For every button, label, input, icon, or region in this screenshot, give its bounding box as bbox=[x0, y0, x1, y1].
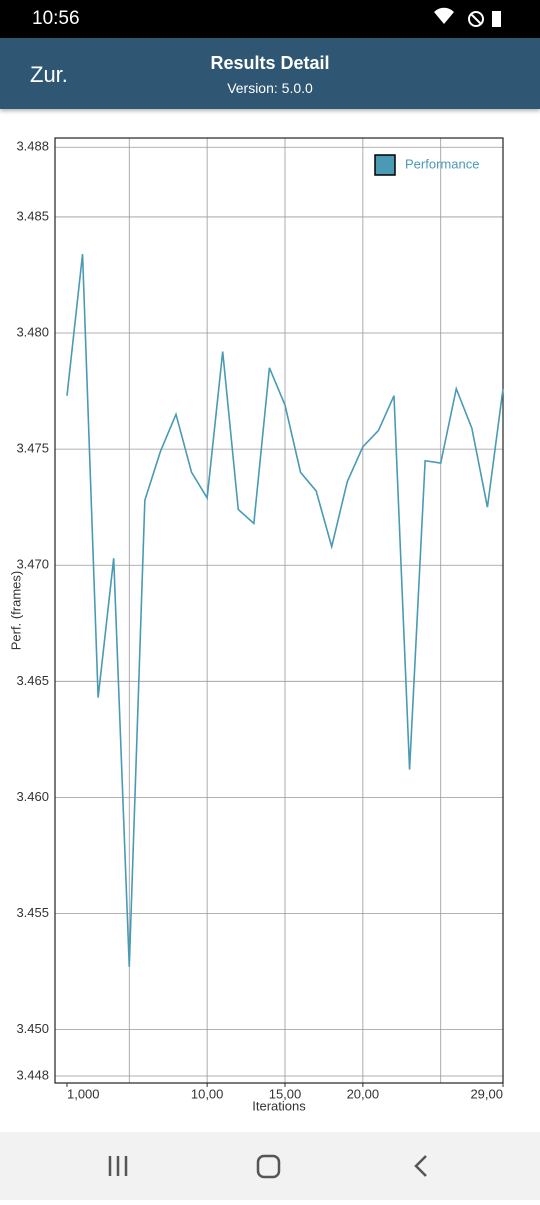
legend-swatch bbox=[374, 154, 396, 176]
y-tick-label: 3.470 bbox=[16, 557, 49, 572]
y-tick-label: 3.485 bbox=[16, 208, 49, 223]
title: Results Detail bbox=[210, 53, 330, 73]
x-axis-label: Iterations bbox=[252, 1098, 306, 1113]
chart: 3.448 3.450 3.455 3.460 3.465 3.470 3.475 3.480… bbox=[8, 137, 504, 1113]
back-button[interactable]: Zur. bbox=[30, 62, 68, 87]
x-tick-label: 10,00 bbox=[191, 1086, 224, 1101]
x-tick-label: 29,00 bbox=[470, 1086, 503, 1101]
y-tick-label: 3.488 bbox=[16, 139, 49, 154]
y-tick-label: 3.475 bbox=[16, 441, 49, 456]
data-line bbox=[66, 254, 504, 967]
nav-bar bbox=[0, 1132, 540, 1200]
nav-icons bbox=[108, 1154, 427, 1179]
status-bar: 10:56 bbox=[0, 0, 540, 38]
x-tick-label: 15,00 bbox=[269, 1086, 302, 1101]
status-icons bbox=[434, 7, 501, 27]
y-tick-label: 3.465 bbox=[16, 673, 49, 688]
legend-label: Performance bbox=[405, 156, 479, 171]
y-tick-label: 3.448 bbox=[16, 1067, 49, 1082]
y-tick-label: 3.450 bbox=[16, 1021, 49, 1036]
y-tick-label: 3.455 bbox=[16, 905, 49, 920]
x-tick-label: 20,00 bbox=[347, 1086, 380, 1101]
x-tick-label: 1,000 bbox=[67, 1086, 100, 1101]
y-axis-label: Perf. (frames) bbox=[8, 571, 23, 650]
clock: 10:56 bbox=[32, 8, 80, 29]
y-tick-label: 3.460 bbox=[16, 789, 49, 804]
subtitle: Version: 5.0.0 bbox=[227, 80, 313, 96]
y-tick-label: 3.480 bbox=[16, 324, 49, 339]
app-bar: Zur. Results Detail Version: 5.0.0 bbox=[0, 38, 540, 109]
plot-frame bbox=[54, 137, 504, 1084]
